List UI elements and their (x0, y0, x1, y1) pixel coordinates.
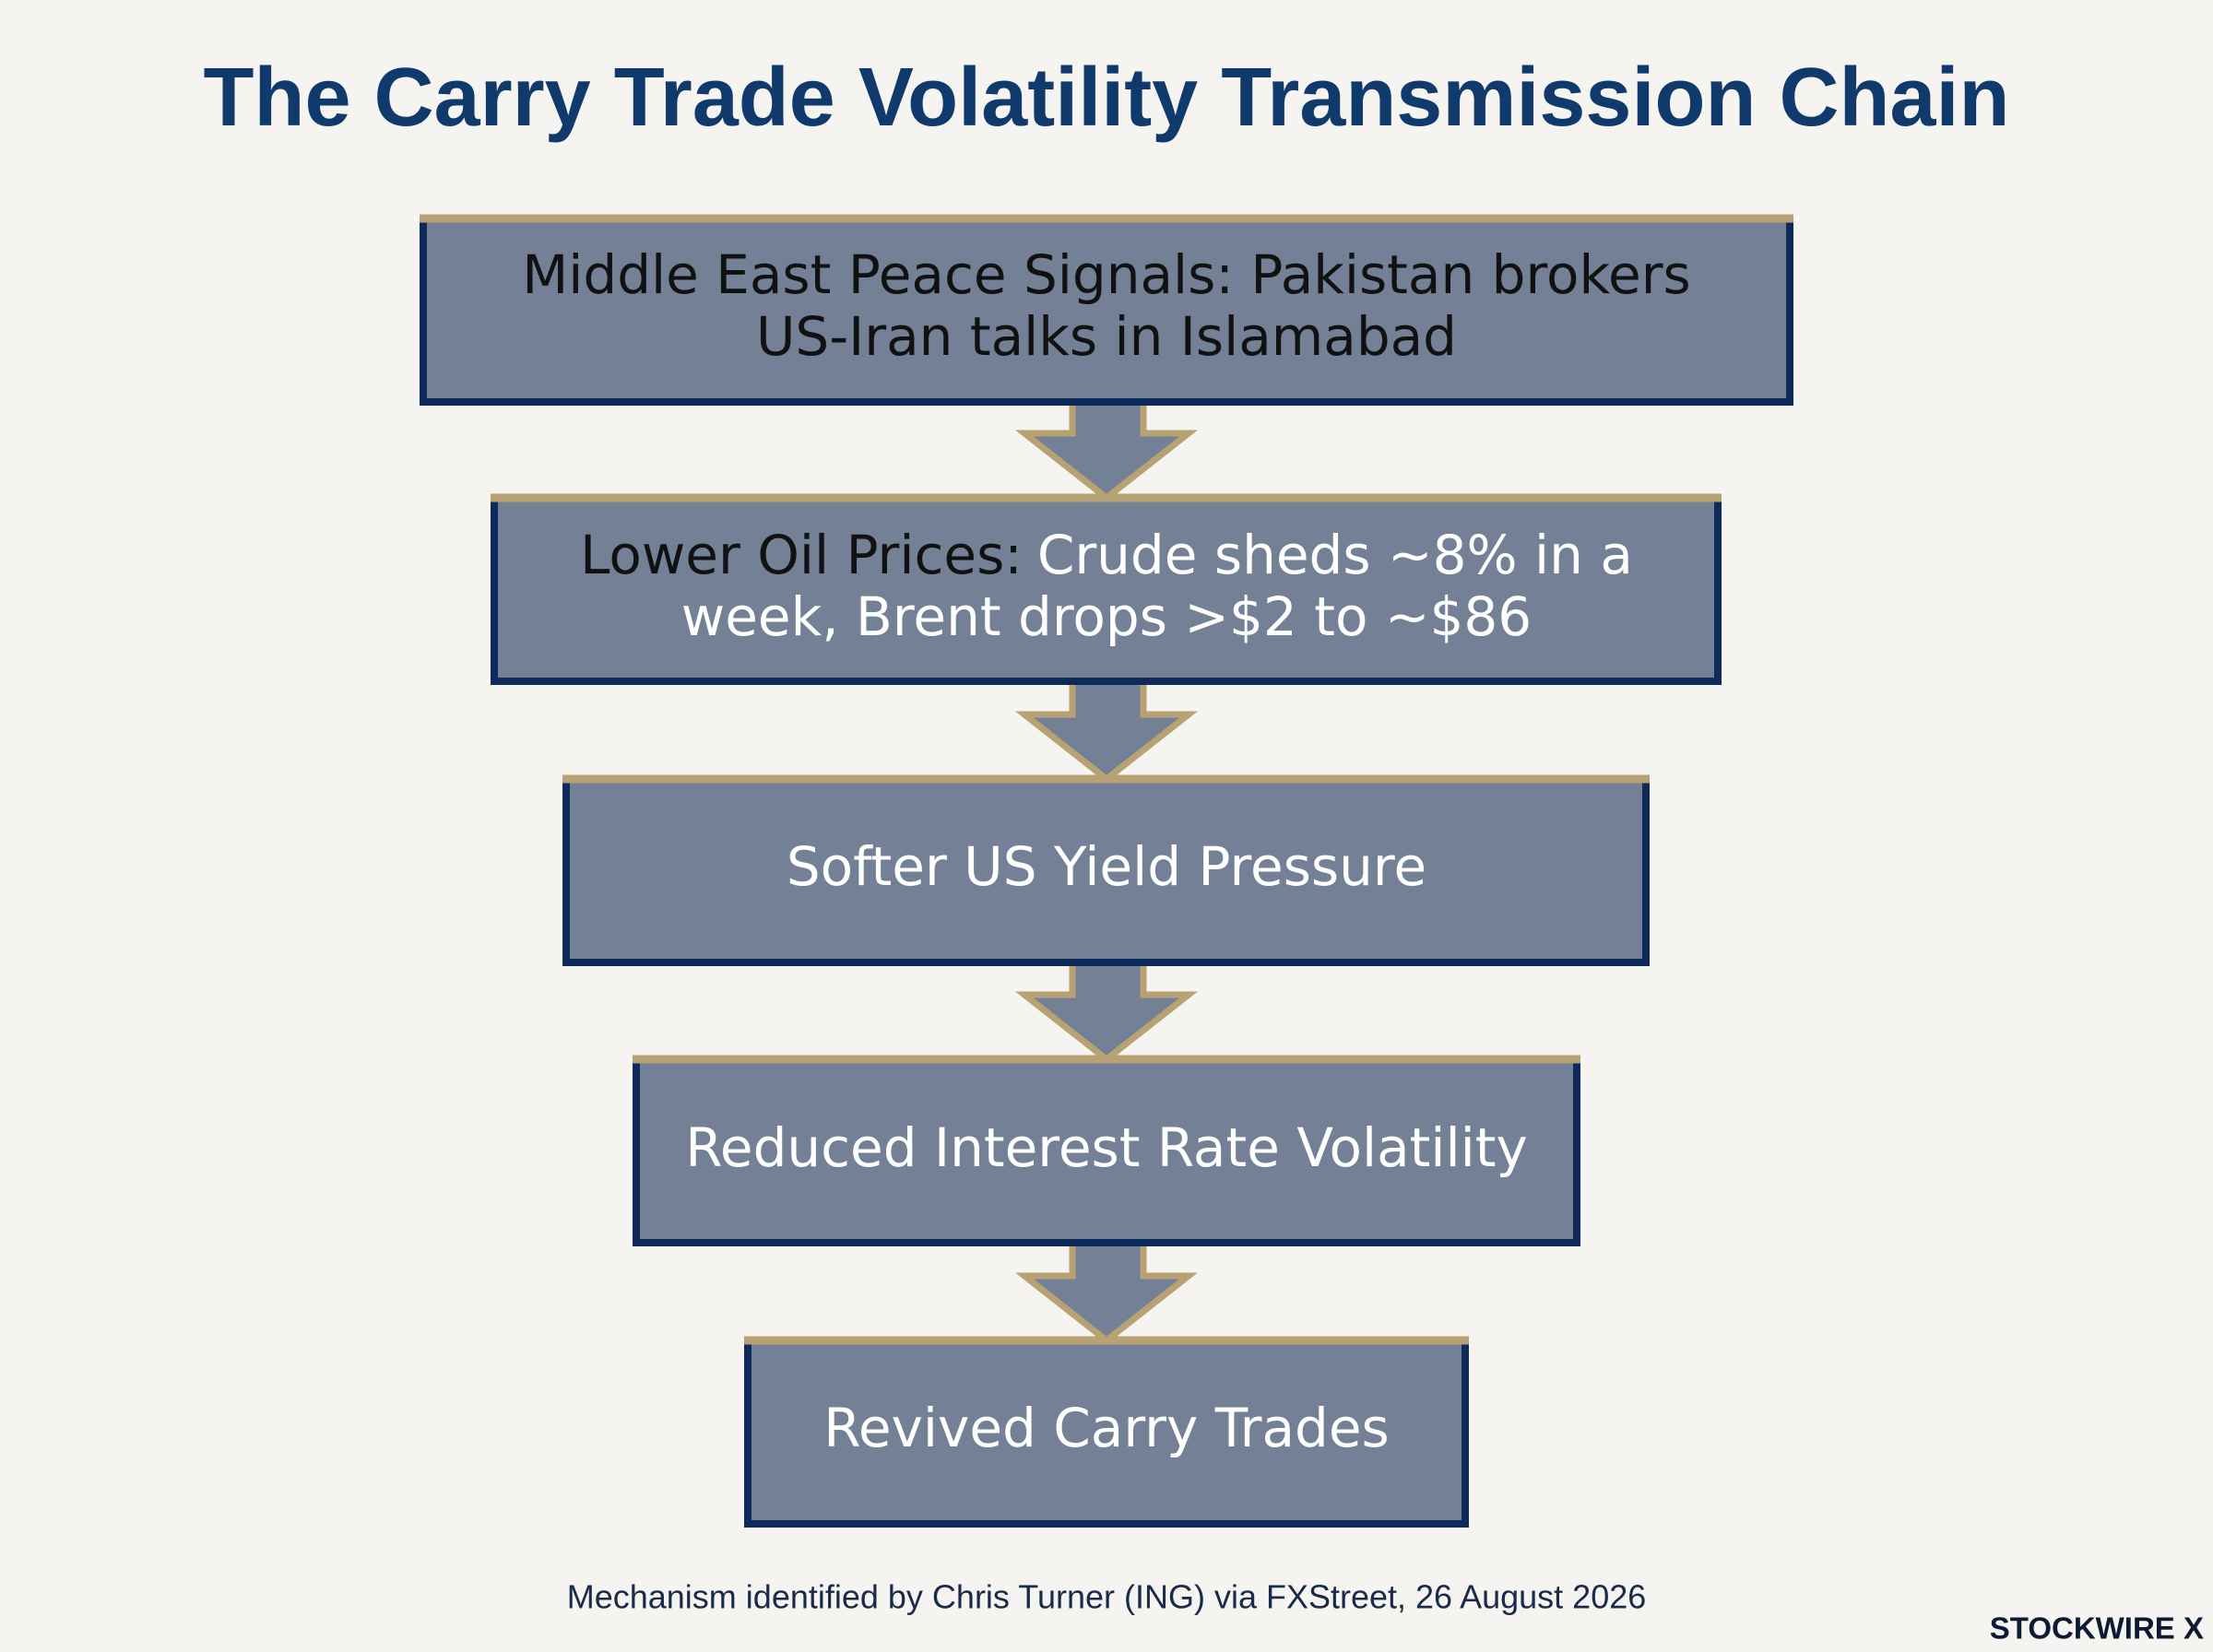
step-text: Reduced Interest Rate Volatility (685, 1116, 1528, 1179)
step-line: Crude sheds ~8% in a (1037, 524, 1633, 586)
step-box (633, 1056, 1580, 1246)
step-text: Lower Oil Prices: Crude sheds ~8% in a (580, 524, 1633, 586)
step-text: Softer US Yield Pressure (787, 835, 1426, 898)
brand: STOCKWIRE X (1990, 1611, 2204, 1646)
step-box (420, 215, 1793, 406)
step-text: US-Iran talks in Islamabad (756, 305, 1457, 368)
step-heading: Lower Oil Prices: (580, 524, 1023, 586)
step-text: Middle East Peace Signals: Pakistan brok… (522, 243, 1691, 306)
step-text: week, Brent drops >$2 to ~$86 (681, 585, 1532, 648)
step-text: Revived Carry Trades (823, 1397, 1390, 1459)
footer: Mechanism identified by Chris Turner (IN… (567, 1578, 1647, 1616)
title: The Carry Trade Volatility Transmission … (204, 52, 2010, 144)
